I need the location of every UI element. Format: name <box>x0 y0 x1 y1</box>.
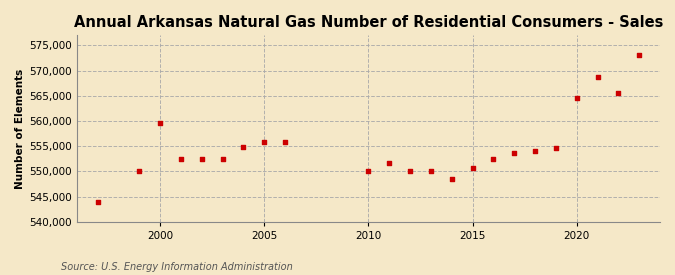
Point <box>571 96 582 100</box>
Point <box>217 156 228 161</box>
Point <box>530 149 541 153</box>
Point <box>238 145 249 149</box>
Y-axis label: Number of Elements: Number of Elements <box>15 68 25 189</box>
Point <box>509 150 520 155</box>
Point <box>550 145 561 150</box>
Point <box>155 121 165 126</box>
Point <box>363 169 374 174</box>
Point <box>613 91 624 95</box>
Title: Annual Arkansas Natural Gas Number of Residential Consumers - Sales: Annual Arkansas Natural Gas Number of Re… <box>74 15 663 30</box>
Point <box>196 156 207 161</box>
Point <box>404 169 415 174</box>
Point <box>446 177 457 181</box>
Point <box>425 169 436 174</box>
Point <box>92 199 103 204</box>
Point <box>467 166 478 170</box>
Point <box>259 140 269 144</box>
Point <box>592 75 603 79</box>
Point <box>176 156 186 161</box>
Text: Source: U.S. Energy Information Administration: Source: U.S. Energy Information Administ… <box>61 262 292 272</box>
Point <box>384 161 395 165</box>
Point <box>488 156 499 161</box>
Point <box>279 140 290 144</box>
Point <box>634 53 645 58</box>
Point <box>134 169 144 174</box>
